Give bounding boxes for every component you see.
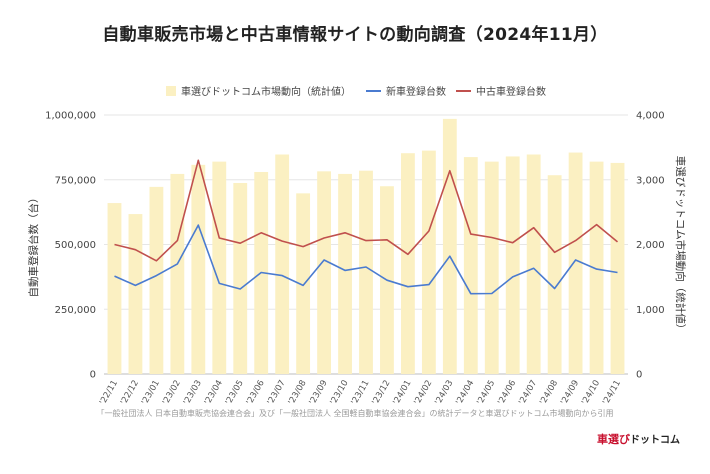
legend-label-new: 新車登録台数	[386, 85, 446, 98]
brand-logo-part2: ドットコム	[630, 435, 680, 446]
y-left-tick-label: 250,000	[55, 305, 96, 316]
y-right-tick-label: 0	[636, 370, 642, 381]
y-axis-right-title: 車選びドットコム市場動向（統計値）	[674, 156, 687, 335]
bar-market	[526, 154, 541, 374]
bar-market	[505, 156, 520, 374]
x-tick-label: '23/06	[245, 379, 267, 407]
bar-market	[401, 153, 415, 374]
bar-market	[610, 162, 625, 374]
source-note: 「一般社団法人 日本自動車販売協会連合会」及び「一般社団法人 全国軽自動車協会連…	[96, 409, 614, 418]
x-tick-label: '23/05	[224, 379, 246, 407]
bar-market	[338, 173, 352, 374]
y-left-tick-label: 1,000,000	[45, 111, 96, 122]
x-axis-ticks: '22/11'22/12'23/01'23/02'23/03'23/04'23/…	[98, 379, 623, 407]
x-tick-label: '23/01	[140, 379, 162, 407]
chart-title: 自動車販売市場と中古車情報サイトの動向調査（2024年11月）	[102, 25, 608, 45]
x-tick-label: '24/09	[559, 379, 581, 407]
y-right-tick-label: 3,000	[636, 175, 665, 186]
x-tick-label: '23/12	[370, 379, 392, 407]
bar-market	[296, 193, 311, 374]
bar-market	[359, 170, 373, 374]
bar-market	[149, 186, 164, 374]
x-tick-label: '23/10	[329, 379, 351, 407]
x-tick-label: '23/08	[287, 379, 309, 407]
x-tick-label: '23/04	[203, 379, 225, 407]
bar-market	[568, 152, 583, 374]
brand-logo-part1: 車選び	[597, 433, 630, 446]
bar-market	[128, 214, 143, 374]
x-tick-label: '22/11	[98, 379, 120, 407]
legend-label-market: 車選びドットコム市場動向（統計値）	[181, 85, 351, 98]
bar-series-market	[107, 118, 625, 374]
legend-swatch-market	[166, 86, 176, 96]
legend-label-used: 中古車登録台数	[476, 85, 546, 98]
y-axis-left-title: 自動車登録台数（台）	[27, 193, 40, 298]
bar-market	[317, 171, 331, 374]
x-tick-label: '24/03	[433, 379, 455, 407]
bar-market	[463, 157, 478, 374]
bar-market	[547, 175, 562, 374]
x-tick-label: '24/05	[475, 379, 497, 407]
x-tick-label: '23/03	[182, 379, 204, 407]
bar-market	[589, 161, 604, 374]
x-tick-label: '24/11	[601, 379, 623, 407]
bar-market	[107, 203, 122, 374]
bar-market	[442, 118, 457, 374]
y-left-tick-label: 0	[90, 370, 96, 381]
legend: 車選びドットコム市場動向（統計値） 新車登録台数 中古車登録台数	[166, 85, 546, 98]
bar-market	[212, 161, 227, 374]
line-new-car-registrations	[114, 224, 618, 295]
x-tick-label: '23/11	[350, 379, 372, 407]
x-tick-label: '24/04	[454, 379, 476, 407]
brand-logo: 車選びドットコム	[597, 431, 680, 447]
x-tick-label: '23/07	[266, 379, 288, 407]
line-series	[114, 159, 619, 295]
x-tick-label: '24/01	[391, 379, 413, 407]
x-tick-label: '24/08	[538, 379, 560, 407]
x-tick-label: '23/09	[308, 379, 330, 407]
x-tick-label: '24/02	[412, 379, 434, 407]
y-left-tick-label: 500,000	[55, 240, 96, 251]
bar-market	[191, 164, 206, 374]
y-left-tick-label: 750,000	[55, 175, 96, 186]
y-right-tick-label: 4,000	[636, 111, 665, 122]
y-axis-left-ticks: 0 250,000 500,000 750,000 1,000,000	[45, 111, 96, 381]
x-tick-label: '24/06	[496, 379, 518, 407]
y-right-tick-label: 2,000	[636, 240, 665, 251]
bar-market	[484, 161, 499, 374]
y-right-tick-label: 1,000	[636, 305, 665, 316]
bar-market	[421, 150, 436, 374]
bar-market	[233, 182, 248, 374]
x-tick-label: '23/02	[161, 379, 183, 407]
bar-market	[275, 154, 290, 374]
y-axis-right-ticks: 0 1,000 2,000 3,000 4,000	[636, 111, 665, 381]
x-tick-label: '24/07	[517, 379, 539, 407]
line-used-car-registrations	[114, 159, 619, 262]
x-tick-label: '22/12	[119, 379, 141, 407]
x-tick-label: '24/10	[580, 379, 602, 407]
bar-market	[170, 173, 185, 374]
